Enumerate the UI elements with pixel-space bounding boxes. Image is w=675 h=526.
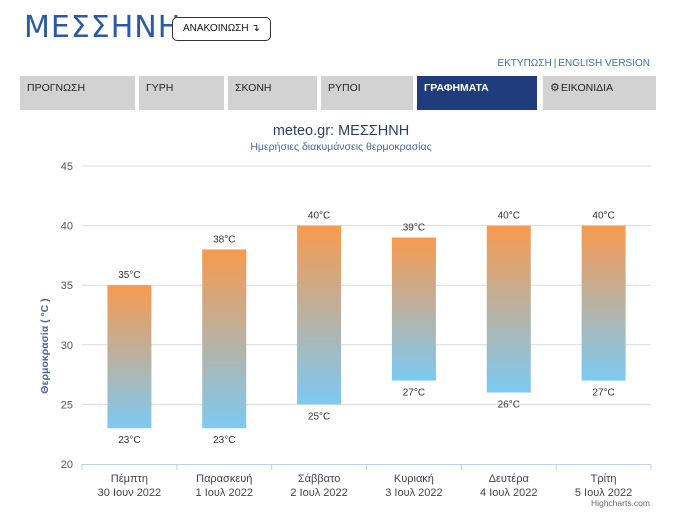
tab-pollutants[interactable]: ΡΥΠΟΙ [321, 76, 413, 110]
tab-label: ΣΚΟΝΗ [235, 82, 272, 94]
tab-dust[interactable]: ΣΚΟΝΗ [228, 76, 317, 110]
x-tick-day: Δευτέρα [489, 473, 530, 485]
x-tick-date: 30 Ιουν 2022 [98, 487, 162, 499]
english-version-link[interactable]: ENGLISH VERSION [558, 58, 650, 69]
temperature-bar[interactable] [391, 237, 436, 381]
tab-forecast[interactable]: ΠΡΟΓΝΩΣΗ [20, 76, 135, 110]
temperature-chart: meteo.gr: ΜΕΣΣΗΝΗ Ημερήσιες διακυμάνσεις… [39, 123, 652, 508]
low-temp-label: 25°C [308, 411, 330, 422]
x-tick-date: 1 Ιουλ 2022 [196, 487, 253, 499]
temperature-bar[interactable] [581, 225, 626, 381]
temperature-bar[interactable] [297, 225, 342, 405]
tab-pollen[interactable]: ΓΥΡΗ [139, 76, 224, 110]
tab-charts[interactable]: ΓΡΑΦΗΜΑΤΑ [417, 76, 537, 110]
low-temp-label: 27°C [592, 388, 614, 399]
y-axis-label: Θερμοκρασία ( °C ) [39, 298, 51, 393]
link-separator: | [553, 58, 557, 69]
print-link[interactable]: ΕΚΤΥΠΩΣΗ [497, 58, 552, 69]
y-axis-ticks: 20 25 30 35 40 45 [61, 161, 73, 471]
tab-label: ΓΥΡΗ [146, 82, 174, 94]
y-tick-label: 35 [61, 280, 73, 292]
highcharts-credit[interactable]: Highcharts.com [591, 498, 650, 508]
x-tick-date: 2 Ιουλ 2022 [290, 487, 347, 499]
chart-subtitle: Ημερήσιες διακυμάνσεις θερμοκρασίας [250, 141, 431, 153]
temperature-bar[interactable] [202, 249, 247, 429]
x-tick-day: Σάββατο [298, 473, 340, 485]
low-temp-label: 26°C [498, 399, 520, 410]
bar-series: 35°C 23°C 38°C 23°C 40°C 25°C 39°C 27°C 40°C 26°C… [107, 211, 626, 446]
x-tick-day: Παρασκευή [196, 473, 252, 485]
x-tick-day: Κυριακή [394, 473, 434, 485]
high-temp-label: 40°C [498, 211, 520, 222]
high-temp-label: 40°C [592, 211, 614, 222]
announcement-button[interactable]: ΑΝΑΚΟΙΝΩΣΗ ↴ [172, 17, 271, 41]
high-temp-label: 35°C [118, 270, 140, 281]
temperature-bar[interactable] [486, 225, 531, 393]
chart-title: meteo.gr: ΜΕΣΣΗΝΗ [273, 123, 409, 139]
low-temp-label: 23°C [213, 435, 235, 446]
x-tick-day: Πέμπτη [111, 473, 148, 485]
gear-icon: ⚙ [550, 82, 560, 94]
high-temp-label: 38°C [213, 234, 235, 245]
y-tick-label: 25 [61, 399, 73, 411]
y-tick-label: 45 [61, 161, 73, 173]
tab-icons[interactable]: ⚙ΕΙΚΟΝΙΔΙΑ [543, 76, 656, 110]
tab-label: ΓΡΑΦΗΜΑΤΑ [424, 82, 489, 94]
city-title: ΜΕΣΣΗΝΗ [24, 10, 182, 45]
low-temp-label: 23°C [118, 435, 140, 446]
x-axis: Πέμπτη 30 Ιουν 2022 Παρασκευή 1 Ιουλ 2022 Σά… [81, 464, 652, 499]
x-tick-date: 3 Ιουλ 2022 [385, 487, 442, 499]
x-tick-date: 4 Ιουλ 2022 [480, 487, 537, 499]
main-tabs: ΠΡΟΓΝΩΣΗ ΓΥΡΗ ΣΚΟΝΗ ΡΥΠΟΙ ΓΡΑΦΗΜΑΤΑ ⚙ΕΙΚ… [20, 76, 656, 110]
grid-lines [82, 165, 651, 405]
high-temp-label: 39°C [403, 223, 425, 234]
x-tick-date: 5 Ιουλ 2022 [575, 487, 632, 499]
y-tick-label: 20 [61, 459, 73, 471]
x-tick-day: Τρίτη [591, 473, 617, 485]
tab-label: ΠΡΟΓΝΩΣΗ [27, 82, 86, 94]
y-tick-label: 40 [61, 221, 73, 233]
temperature-bar[interactable] [107, 285, 152, 429]
tab-label: ΡΥΠΟΙ [328, 82, 361, 94]
low-temp-label: 27°C [403, 388, 425, 399]
top-links: ΕΚΤΥΠΩΣΗ | ENGLISH VERSION [497, 58, 650, 69]
y-tick-label: 30 [61, 340, 73, 352]
tab-label: ΕΙΚΟΝΙΔΙΑ [560, 82, 614, 94]
high-temp-label: 40°C [308, 211, 330, 222]
